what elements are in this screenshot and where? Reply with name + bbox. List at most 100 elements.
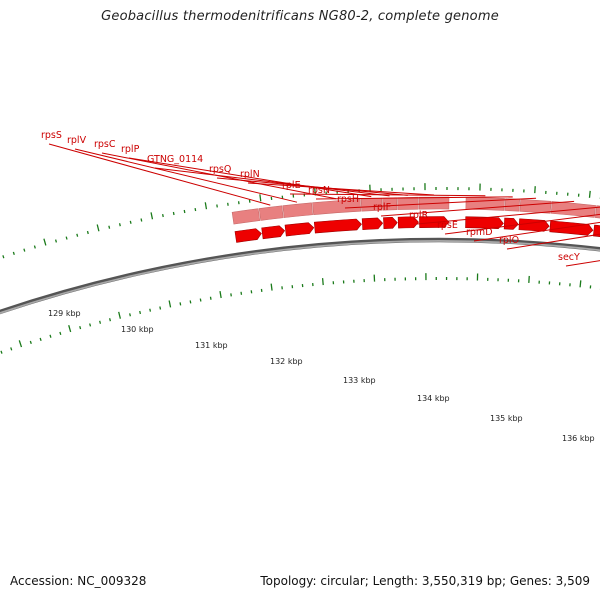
- minor-inner-tick: [39, 337, 42, 341]
- leader-line: [473, 221, 600, 242]
- minor-inner-tick: [199, 298, 202, 302]
- minor-inner-tick: [149, 308, 152, 312]
- major-inner-tick: [68, 325, 72, 333]
- leader-line: [289, 193, 486, 197]
- minor-inner-tick: [10, 347, 13, 351]
- minor-outer-tick: [108, 225, 111, 229]
- major-outer-tick: [150, 212, 154, 220]
- gene-label-rplf: rplF: [373, 202, 391, 213]
- major-outer-tick: [204, 202, 208, 210]
- leader-line-layer: [48, 143, 600, 267]
- leader-line: [48, 143, 271, 206]
- minor-inner-tick: [0, 350, 3, 354]
- backbone-layer: [0, 237, 600, 315]
- gene-label-rpsq: rpsQ: [209, 164, 231, 175]
- leader-line: [315, 196, 513, 200]
- minor-inner-tick: [179, 302, 182, 306]
- gene-arrow: [313, 218, 362, 234]
- minor-inner-tick: [99, 320, 102, 324]
- major-inner-tick: [321, 278, 324, 286]
- major-outer-tick: [588, 190, 591, 198]
- gene-arrow: [383, 217, 398, 229]
- minor-outer-tick: [23, 248, 26, 252]
- kbp-label: 131 kbp: [195, 341, 228, 350]
- gene-label-rpsh: rpsH: [337, 194, 359, 205]
- minor-inner-tick: [29, 340, 32, 345]
- major-inner-tick: [219, 290, 222, 299]
- leader-line: [154, 167, 390, 197]
- gene-label-rpmd: rpmD: [466, 227, 493, 238]
- gene-bar: [258, 205, 284, 221]
- kbp-label: 130 kbp: [121, 325, 154, 334]
- gene-arrow: [234, 228, 262, 243]
- leader-line: [247, 182, 435, 196]
- major-outer-tick: [259, 194, 262, 202]
- gene-arrow: [518, 218, 550, 232]
- minor-inner-tick: [49, 334, 52, 338]
- major-outer-tick: [96, 224, 100, 232]
- backbone-arc: [0, 240, 600, 315]
- minor-outer-tick: [140, 218, 143, 222]
- gene-bar: [282, 202, 313, 218]
- minor-inner-tick: [59, 331, 62, 335]
- gene-label-rplp: rplP: [121, 144, 140, 155]
- leader-line: [506, 233, 600, 250]
- gene-label-rpse: rpsE: [437, 220, 458, 231]
- major-inner-tick: [579, 280, 582, 288]
- minor-inner-tick: [89, 323, 92, 327]
- kbp-label: 135 kbp: [490, 414, 523, 423]
- kbp-label: 129 kbp: [48, 309, 81, 318]
- minor-outer-tick: [12, 251, 15, 256]
- gene-bar: [519, 198, 552, 214]
- gene-arrow: [592, 224, 600, 238]
- minor-outer-tick: [33, 245, 36, 249]
- gene-label-rplv: rplV: [67, 135, 87, 146]
- major-inner-tick: [168, 300, 172, 308]
- genome-summary-text: Topology: circular; Length: 3,550,319 bp…: [260, 574, 590, 588]
- leader-line: [74, 148, 298, 203]
- gene-label-secy: secY: [558, 252, 580, 263]
- minor-outer-tick: [54, 239, 58, 243]
- gene-bar: [231, 208, 261, 225]
- gene-arrow: [549, 220, 594, 236]
- gene-label-layer: rpsS rplV rpsC rplP GTNG_0114 rpsQ rplN rplE rps…: [41, 130, 580, 263]
- gene-label-rpsc: rpsC: [94, 139, 116, 150]
- gene-arrow: [284, 222, 315, 237]
- leader-line: [444, 213, 600, 235]
- gene-label-rpsn: rpsN: [308, 185, 330, 196]
- minor-outer-tick: [162, 213, 164, 218]
- gene-label-rplr: rplR: [409, 210, 429, 221]
- accession-text: Accession: NC_009328: [10, 574, 147, 588]
- leader-line: [128, 157, 372, 198]
- kbp-label: 134 kbp: [417, 394, 450, 403]
- leader-line: [344, 197, 537, 209]
- gene-bar-layer: [231, 196, 600, 225]
- major-inner-tick: [18, 340, 23, 348]
- gene-bar: [504, 198, 520, 212]
- gene-label-rplo: rplO: [499, 235, 519, 246]
- gene-bar: [312, 198, 362, 215]
- major-inner-tick: [118, 311, 121, 319]
- kbp-label: 132 kbp: [270, 357, 303, 366]
- major-inner-tick: [270, 283, 273, 291]
- minor-outer-tick: [183, 209, 186, 214]
- gene-bar: [594, 205, 600, 219]
- gene-arrow: [361, 217, 384, 230]
- minor-inner-tick: [139, 310, 142, 315]
- minor-outer-tick: [65, 236, 68, 240]
- gene-arrow: [465, 216, 504, 230]
- gene-arrow: [261, 225, 286, 240]
- gene-label-rpss: rpsS: [41, 130, 62, 141]
- minor-inner-tick: [79, 326, 82, 330]
- gene-arrow: [503, 217, 519, 230]
- minor-outer-tick: [86, 230, 89, 235]
- gene-bar: [397, 196, 419, 210]
- minor-inner-tick: [189, 300, 192, 304]
- kbp-label: 133 kbp: [343, 376, 376, 385]
- major-outer-tick: [43, 238, 47, 246]
- map-title: Geobacillus thermodenitrificans NG80-2, …: [101, 9, 499, 24]
- minor-outer-tick: [129, 220, 132, 224]
- minor-inner-tick: [129, 313, 132, 317]
- gene-arrow: [397, 216, 419, 229]
- minor-inner-tick: [209, 296, 212, 300]
